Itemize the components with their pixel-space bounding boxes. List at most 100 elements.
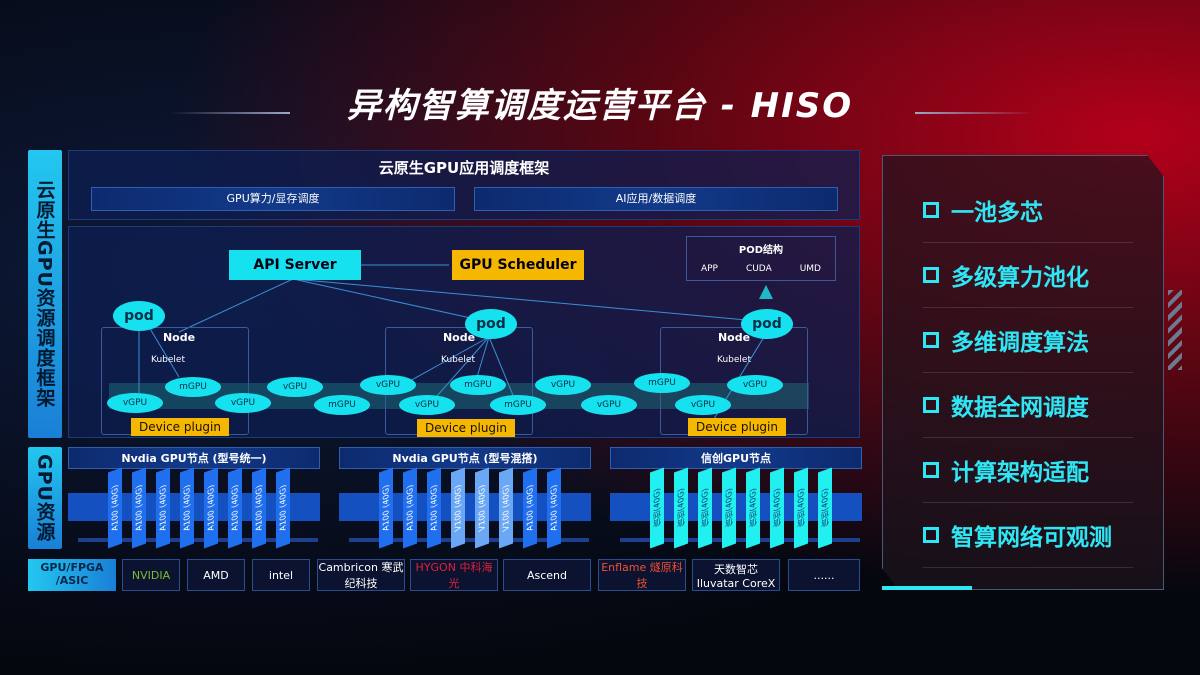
features-panel: 一池多芯多级算力池化 多维调度算法 数据全网调度 计算架构适配 智算网络可观测 (882, 155, 1164, 590)
feature-label: 一池多芯 (951, 200, 1043, 226)
pod-structure-title: POD结构 (738, 245, 784, 256)
feature-item: 数据全网调度 (923, 373, 1133, 438)
vgpu: vGPU (581, 395, 637, 415)
vgpu: vGPU (215, 393, 271, 413)
feature-item: 智算网络可观测 (923, 503, 1133, 568)
kubelet-label: Kubelet (151, 355, 185, 365)
mgpu: mGPU (314, 395, 370, 415)
gpu-chip: V100 (40G) (451, 467, 465, 549)
checkbox-square-icon (923, 267, 939, 283)
checkbox-square-icon (923, 397, 939, 413)
mgpu: mGPU (165, 377, 221, 397)
gpu-node-title: 信创GPU节点 (610, 447, 862, 469)
vendor-label: GPU/FPGA /ASIC (28, 559, 116, 591)
page-title: 异构智算调度运营平台 - HISO (346, 86, 854, 126)
node-label: Node (442, 331, 476, 344)
ai-data-bar: AI应用/数据调度 (474, 187, 838, 211)
device-plugin-2: Device plugin (417, 419, 515, 437)
title-line-left (170, 112, 290, 114)
resources-side-label: GPU资源 (28, 447, 62, 549)
vendor-logo: Enflame 燧原科技 (598, 559, 686, 591)
mgpu: mGPU (490, 395, 546, 415)
node-label: Node (717, 331, 751, 344)
vendor-logo: NVIDIA (122, 559, 180, 591)
gpu-chip: V100 (40G) (475, 467, 489, 549)
gpu-chip: 信创(40G) (746, 467, 760, 549)
gpu-chip: A100 (40G) (228, 467, 242, 549)
gpu-compute-bar: GPU算力/显存调度 (91, 187, 455, 211)
gpu-chip: A100 (40G) (132, 467, 146, 549)
gpu-chip: A100 (40G) (276, 467, 290, 549)
gpu-chip: A100 (40G) (204, 467, 218, 549)
gpu-chip: A100 (40G) (403, 467, 417, 549)
gpu-chip: 信创(40G) (818, 467, 832, 549)
pod-app: APP (700, 264, 718, 274)
device-plugin-1: Device plugin (131, 418, 229, 436)
gpu-node-base (349, 538, 589, 542)
gpu-chip: A100 (40G) (252, 467, 266, 549)
gpu-node-title: Nvdia GPU节点 (型号混搭) (339, 447, 591, 469)
mgpu: mGPU (634, 373, 690, 393)
feature-label: 计算架构适配 (951, 460, 1089, 486)
gpu-chip: 信创(40G) (794, 467, 808, 549)
gpu-chip: 信创(40G) (698, 467, 712, 549)
gpu-node-base (620, 538, 860, 542)
checkbox-square-icon (923, 527, 939, 543)
device-plugin-3: Device plugin (688, 418, 786, 436)
gpu-chip: A100 (40G) (523, 467, 537, 549)
framework-header-panel: 云原生GPU应用调度框架 GPU算力/显存调度 AI应用/数据调度 (68, 150, 860, 220)
mgpu: mGPU (450, 375, 506, 395)
vgpu: vGPU (675, 395, 731, 415)
gpu-chip: A100 (40G) (379, 467, 393, 549)
gpu-node-base (78, 538, 318, 542)
checkbox-square-icon (923, 332, 939, 348)
gpu-scheduler-box: GPU Scheduler (452, 250, 584, 280)
vgpu: vGPU (107, 393, 163, 413)
vendor-logo: intel (252, 559, 310, 591)
vendor-logo: 天数智芯 Iluvatar CoreX (692, 559, 780, 591)
pod-cuda: CUDA (745, 264, 772, 274)
pod-structure-box: POD结构 APP CUDA UMD (686, 236, 836, 281)
feature-label: 智算网络可观测 (951, 525, 1112, 551)
decor-stripes (1168, 290, 1182, 370)
vgpu: vGPU (360, 375, 416, 395)
feature-label: 数据全网调度 (951, 395, 1089, 421)
pod-umd: UMD (799, 264, 821, 274)
gpu-chip: 信创(40G) (674, 467, 688, 549)
gpu-chip: A100 (40G) (156, 467, 170, 549)
checkbox-square-icon (923, 202, 939, 218)
feature-item: 一池多芯 (923, 178, 1133, 243)
gpu-chip: 信创(40G) (650, 467, 664, 549)
vgpu: vGPU (267, 377, 323, 397)
gpu-chip: V100 (40G) (499, 467, 513, 549)
pod-1: pod (113, 301, 165, 331)
vendor-logo: Ascend (503, 559, 591, 591)
feature-item: 计算架构适配 (923, 438, 1133, 503)
decor-accent (882, 586, 972, 590)
gpu-chip: A100 (40G) (180, 467, 194, 549)
framework-title: 云原生GPU应用调度框架 (378, 159, 550, 177)
vgpu: vGPU (727, 375, 783, 395)
vgpu: vGPU (399, 395, 455, 415)
pod-3: pod (741, 309, 793, 339)
feature-label: 多维调度算法 (951, 330, 1089, 356)
api-server-box: API Server (229, 250, 361, 280)
gpu-chip: 信创(40G) (770, 467, 784, 549)
feature-item: 多维调度算法 (923, 308, 1133, 373)
pod-2: pod (465, 309, 517, 339)
kubelet-label: Kubelet (441, 355, 475, 365)
vendor-logo: ...... (788, 559, 860, 591)
gpu-node-title: Nvdia GPU节点 (型号统一) (68, 447, 320, 469)
title-line-right (915, 112, 1035, 114)
gpu-chip: 信创(40G) (722, 467, 736, 549)
feature-label: 多级算力池化 (951, 265, 1089, 291)
framework-side-label: 云原生GPU资源调度框架 (28, 150, 62, 438)
vendor-logo: AMD (187, 559, 245, 591)
gpu-chip: A100 (40G) (547, 467, 561, 549)
vendor-logo: Cambricon 寒武纪科技 (317, 559, 405, 591)
checkbox-square-icon (923, 462, 939, 478)
kubelet-label: Kubelet (717, 355, 751, 365)
node-label: Node (162, 331, 196, 344)
vgpu: vGPU (535, 375, 591, 395)
gpu-chip: A100 (40G) (108, 467, 122, 549)
